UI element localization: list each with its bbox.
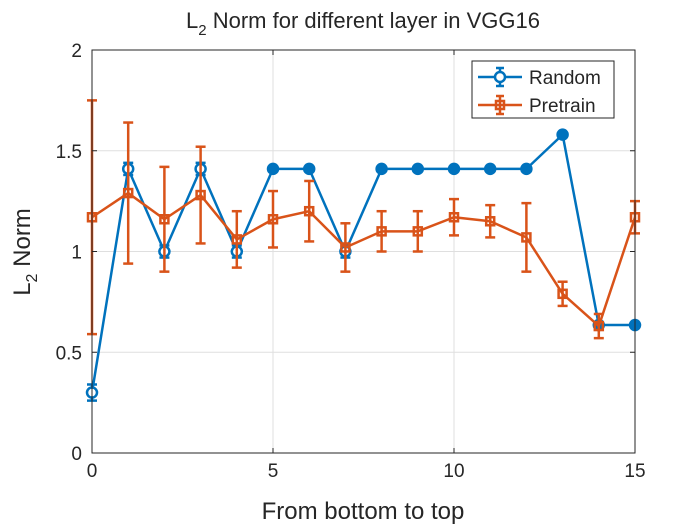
data-point xyxy=(376,226,387,237)
legend-label: Random xyxy=(529,68,601,89)
data-point xyxy=(447,162,461,176)
data-point xyxy=(520,162,533,176)
data-point xyxy=(521,232,532,243)
data-point xyxy=(484,216,496,227)
x-axis-label: From bottom to top xyxy=(262,498,465,525)
data-point xyxy=(231,234,243,245)
data-point xyxy=(557,288,568,300)
data-point xyxy=(267,214,279,225)
series-pretrain xyxy=(86,99,641,340)
x-tick-label: 5 xyxy=(268,461,279,482)
ticks: 0 5 10 15 0 0.5 1 1.5 2 xyxy=(56,41,646,482)
data-point xyxy=(483,162,497,176)
data-point xyxy=(448,211,460,223)
title-rest: Norm for different layer in VGG16 xyxy=(207,8,540,33)
data-point xyxy=(195,189,206,201)
ylabel-rest: Norm xyxy=(9,208,36,273)
data-point xyxy=(303,205,315,217)
legend-label: Pretrain xyxy=(529,96,596,117)
chart-title: L2 Norm for different layer in VGG16 xyxy=(186,8,540,39)
title-subscript: 2 xyxy=(198,22,206,39)
y-tick-label: 1.5 xyxy=(56,142,82,163)
data-point xyxy=(302,162,316,176)
y-tick-label: 1 xyxy=(71,243,82,264)
data-point xyxy=(266,162,280,176)
x-tick-label: 15 xyxy=(624,461,645,482)
data-point xyxy=(556,128,569,141)
data-point xyxy=(159,214,170,225)
series-random xyxy=(85,128,642,402)
series-layer xyxy=(85,99,642,402)
series-line xyxy=(90,133,635,393)
data-point xyxy=(122,187,134,199)
y-tick-label: 2 xyxy=(71,41,82,62)
data-point xyxy=(340,242,351,253)
ylabel-subscript: 2 xyxy=(24,273,41,282)
data-point xyxy=(412,226,424,237)
legend: Random Pretrain xyxy=(471,60,615,119)
data-point xyxy=(375,162,388,176)
ylabel-main: L xyxy=(9,282,36,295)
y-tick-label: 0.5 xyxy=(56,343,82,364)
y-tick-label: 0 xyxy=(71,444,82,465)
legend-marker xyxy=(493,70,507,84)
title-main: L xyxy=(186,8,198,33)
y-axis-label: L2 Norm xyxy=(9,208,41,296)
data-point xyxy=(411,162,425,176)
series-line xyxy=(91,191,637,328)
x-tick-label: 0 xyxy=(87,461,98,482)
data-point xyxy=(593,320,605,332)
legend-marker xyxy=(494,99,506,111)
x-tick-label: 10 xyxy=(443,461,464,482)
